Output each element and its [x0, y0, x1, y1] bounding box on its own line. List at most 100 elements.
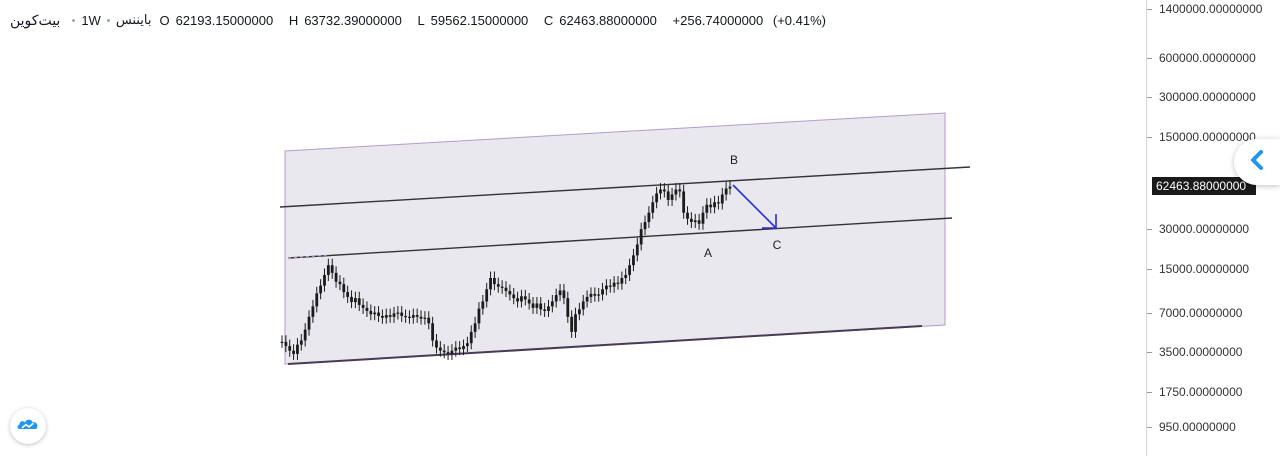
candle-body: [342, 284, 346, 293]
last-price-label: 62463.88000000: [1152, 177, 1256, 195]
price-tick-mark: [1147, 352, 1152, 354]
price-chart[interactable]: B A C: [0, 0, 1146, 456]
candle-body: [361, 304, 365, 308]
candle-body: [666, 191, 670, 200]
projection-arrow-line: [732, 184, 777, 229]
wave-label-c: C: [773, 238, 782, 252]
candle-body: [577, 309, 581, 315]
candle-body: [481, 301, 485, 309]
candle-body: [404, 315, 407, 318]
candle-body: [473, 323, 477, 332]
candle-body: [496, 284, 500, 287]
candle-body: [469, 331, 473, 344]
candle-body: [284, 341, 288, 347]
wave-label-a: A: [704, 246, 712, 260]
candle-body: [713, 202, 716, 208]
candle-body: [330, 265, 334, 273]
tradingview-logo[interactable]: [10, 408, 46, 444]
candle-body: [338, 281, 342, 285]
candle-body: [489, 277, 492, 290]
chart-area[interactable]: B A C: [0, 0, 1146, 456]
candle-body: [411, 315, 415, 318]
tradingview-cloud-icon: [16, 416, 40, 437]
candle-body: [585, 296, 589, 302]
candle-body: [477, 308, 481, 324]
candle-body: [632, 255, 635, 266]
price-tick-label: 3500.00000000: [1159, 345, 1243, 360]
candle-body: [396, 312, 400, 314]
candle-body: [647, 212, 651, 223]
symbol-legend[interactable]: بیت‌کوین 1W بایننس O 62193.15000000 H 6373…: [10, 10, 832, 30]
interval-label[interactable]: 1W: [81, 12, 101, 28]
candle-body: [350, 296, 353, 303]
candle-body: [485, 289, 489, 302]
open-value: 62193.15000000: [175, 12, 274, 28]
candle-body: [504, 287, 508, 291]
candle-body: [662, 189, 666, 192]
candle-body: [408, 316, 411, 319]
candle-body: [674, 189, 678, 195]
candle-body: [697, 220, 701, 224]
low-value: 59562.15000000: [430, 12, 529, 28]
candle-body: [315, 293, 319, 307]
change-value: +256.74000000: [672, 12, 764, 28]
price-tick-label: 600000.00000000: [1159, 50, 1256, 65]
price-tick-label: 1750.00000000: [1159, 384, 1243, 399]
price-tick-label: 950.00000000: [1159, 420, 1236, 434]
price-tick-mark: [1147, 229, 1152, 231]
candle-body: [570, 316, 574, 332]
price-tick-label: 1400000.00000000: [1159, 2, 1263, 16]
candle-body: [608, 285, 612, 287]
candle-body: [728, 186, 732, 189]
ohlc-values: O 62193.15000000 H 63732.39000000 L 59562.1…: [159, 13, 832, 28]
candle-body: [446, 352, 450, 354]
price-tick-label: 150000.00000000: [1159, 129, 1256, 144]
candle-body: [431, 323, 435, 341]
price-tick-mark: [1147, 391, 1152, 393]
candle-body: [527, 299, 531, 304]
channel-mid-line: [287, 217, 953, 259]
high-value: 63732.39000000: [304, 12, 402, 28]
collapse-panel-button[interactable]: [1234, 139, 1280, 185]
separator-dot: [106, 18, 110, 22]
candle-body: [353, 298, 357, 303]
candle-body: [601, 289, 604, 295]
candle-body: [369, 310, 373, 315]
candle-layer: [280, 180, 732, 360]
candle-body: [693, 220, 697, 223]
annotation-layer: B A C: [704, 153, 782, 260]
candle-body: [512, 294, 516, 299]
price-axis[interactable]: 1400000.00000000 600000.00000000 300000.00…: [1146, 0, 1280, 456]
candle-body: [296, 344, 299, 354]
candle-body: [400, 312, 404, 316]
candle-body: [516, 298, 519, 302]
price-tick-mark: [1147, 427, 1152, 428]
candle-body: [539, 303, 543, 310]
candle-body: [558, 290, 562, 296]
candle-body: [597, 294, 601, 296]
candle-body: [450, 350, 454, 354]
candle-body: [442, 350, 446, 353]
candle-body: [620, 277, 624, 284]
candle-body: [280, 341, 284, 344]
candle-body: [423, 317, 427, 319]
wave-label-b: B: [730, 153, 738, 167]
symbol-name[interactable]: بیت‌کوین: [10, 11, 61, 28]
exchange-label: بایننس: [115, 12, 152, 27]
price-tick-mark: [1147, 57, 1152, 59]
candle-body: [635, 244, 639, 256]
candle-body: [682, 191, 686, 213]
high-label: H: [288, 12, 299, 28]
candle-body: [724, 188, 728, 195]
candle-body: [493, 277, 496, 285]
price-tick-mark: [1147, 9, 1152, 10]
candle-body: [326, 265, 330, 275]
candle-body: [605, 285, 608, 290]
price-tick-mark: [1147, 136, 1152, 138]
candle-body: [438, 347, 442, 351]
candle-body: [454, 347, 458, 351]
candle-body: [566, 298, 570, 317]
candle-body: [508, 290, 512, 295]
candle-body: [357, 298, 361, 305]
candle-body: [299, 340, 303, 345]
